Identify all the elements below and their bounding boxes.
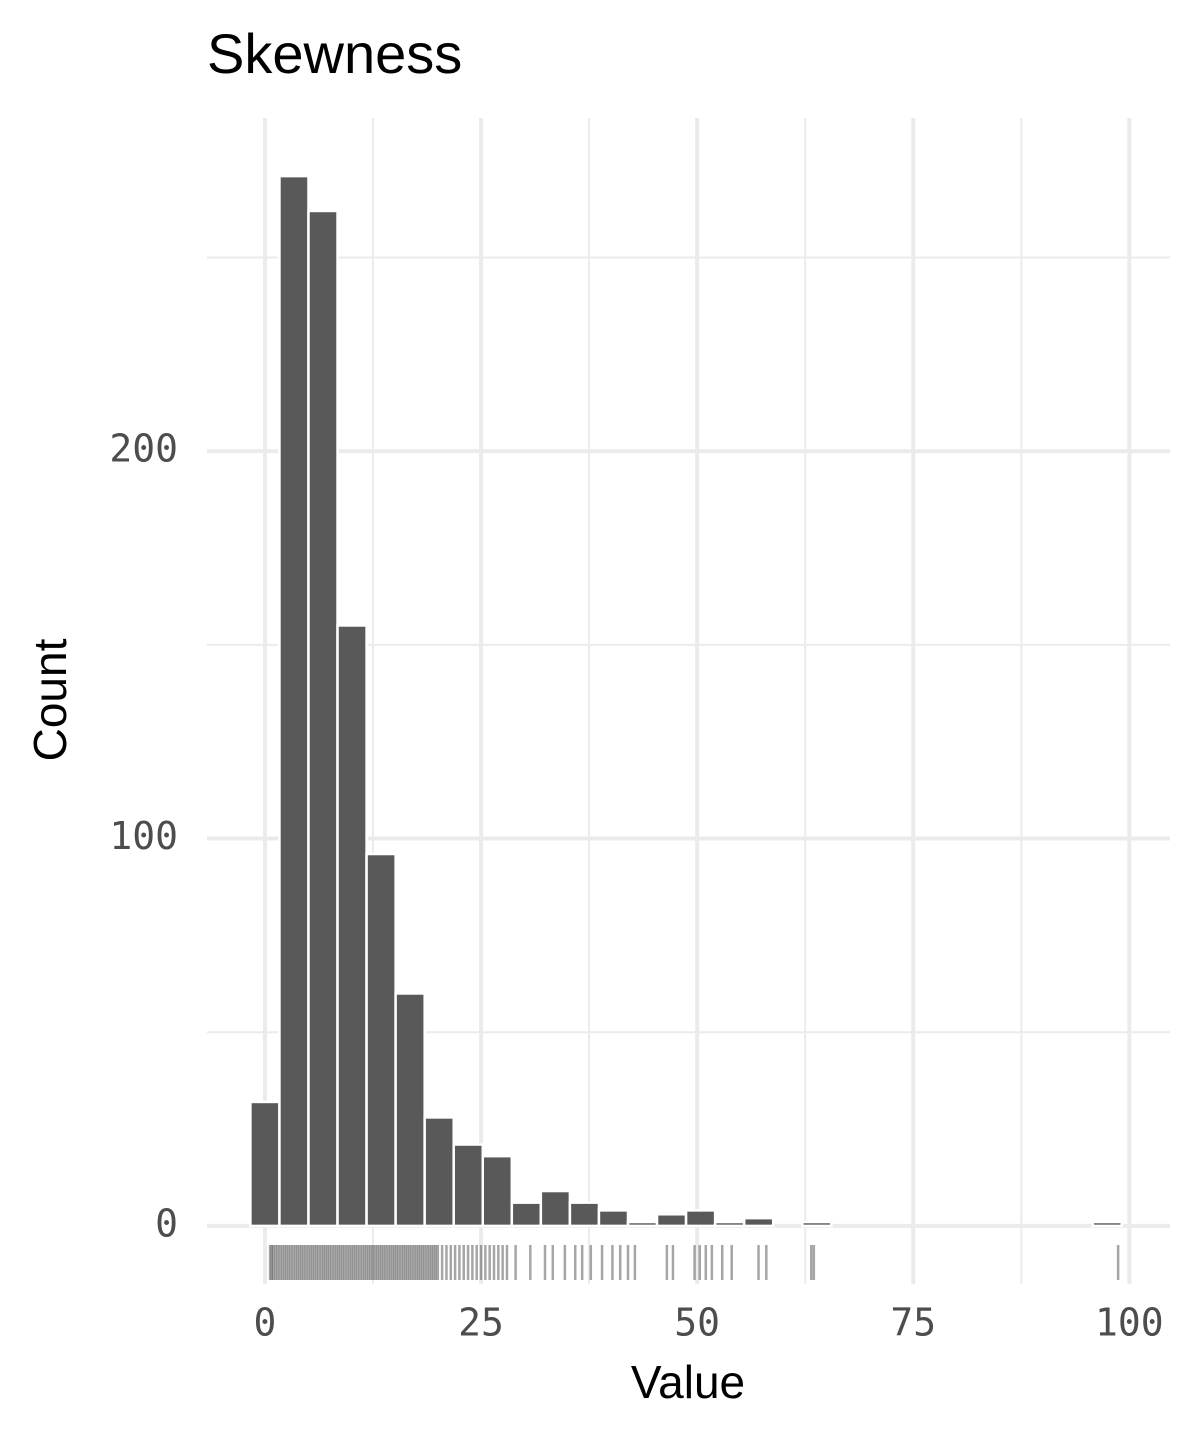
marks	[249, 174, 1124, 1280]
bar	[307, 209, 339, 1228]
chart-title: Skewness	[207, 22, 462, 85]
grid	[207, 118, 1170, 1284]
bar	[626, 1220, 659, 1228]
bar	[713, 1220, 746, 1228]
bar	[742, 1216, 775, 1228]
bar	[1091, 1220, 1124, 1228]
x-tick-label: 50	[674, 1301, 720, 1345]
bar	[423, 1116, 455, 1228]
bar	[684, 1209, 717, 1228]
bar	[539, 1189, 572, 1228]
x-tick-label: 25	[458, 1301, 504, 1345]
bar	[452, 1143, 485, 1228]
bar	[568, 1201, 601, 1228]
bar	[336, 624, 368, 1228]
x-tick-label: 75	[890, 1301, 936, 1345]
bar	[510, 1201, 543, 1228]
bar	[481, 1154, 514, 1228]
bar	[365, 852, 397, 1228]
bar	[394, 992, 426, 1228]
x-axis-title: Value	[631, 1356, 745, 1408]
bar	[249, 1100, 281, 1228]
bar	[597, 1209, 630, 1228]
y-tick-label: 0	[155, 1201, 178, 1245]
x-tick-label: 100	[1095, 1301, 1164, 1345]
y-tick-label: 100	[109, 814, 178, 858]
y-tick-label: 200	[109, 427, 178, 471]
y-axis-title: Count	[24, 638, 76, 761]
bar	[655, 1213, 688, 1228]
bar	[278, 174, 310, 1228]
x-tick-label: 0	[253, 1301, 276, 1345]
bar	[801, 1220, 833, 1228]
